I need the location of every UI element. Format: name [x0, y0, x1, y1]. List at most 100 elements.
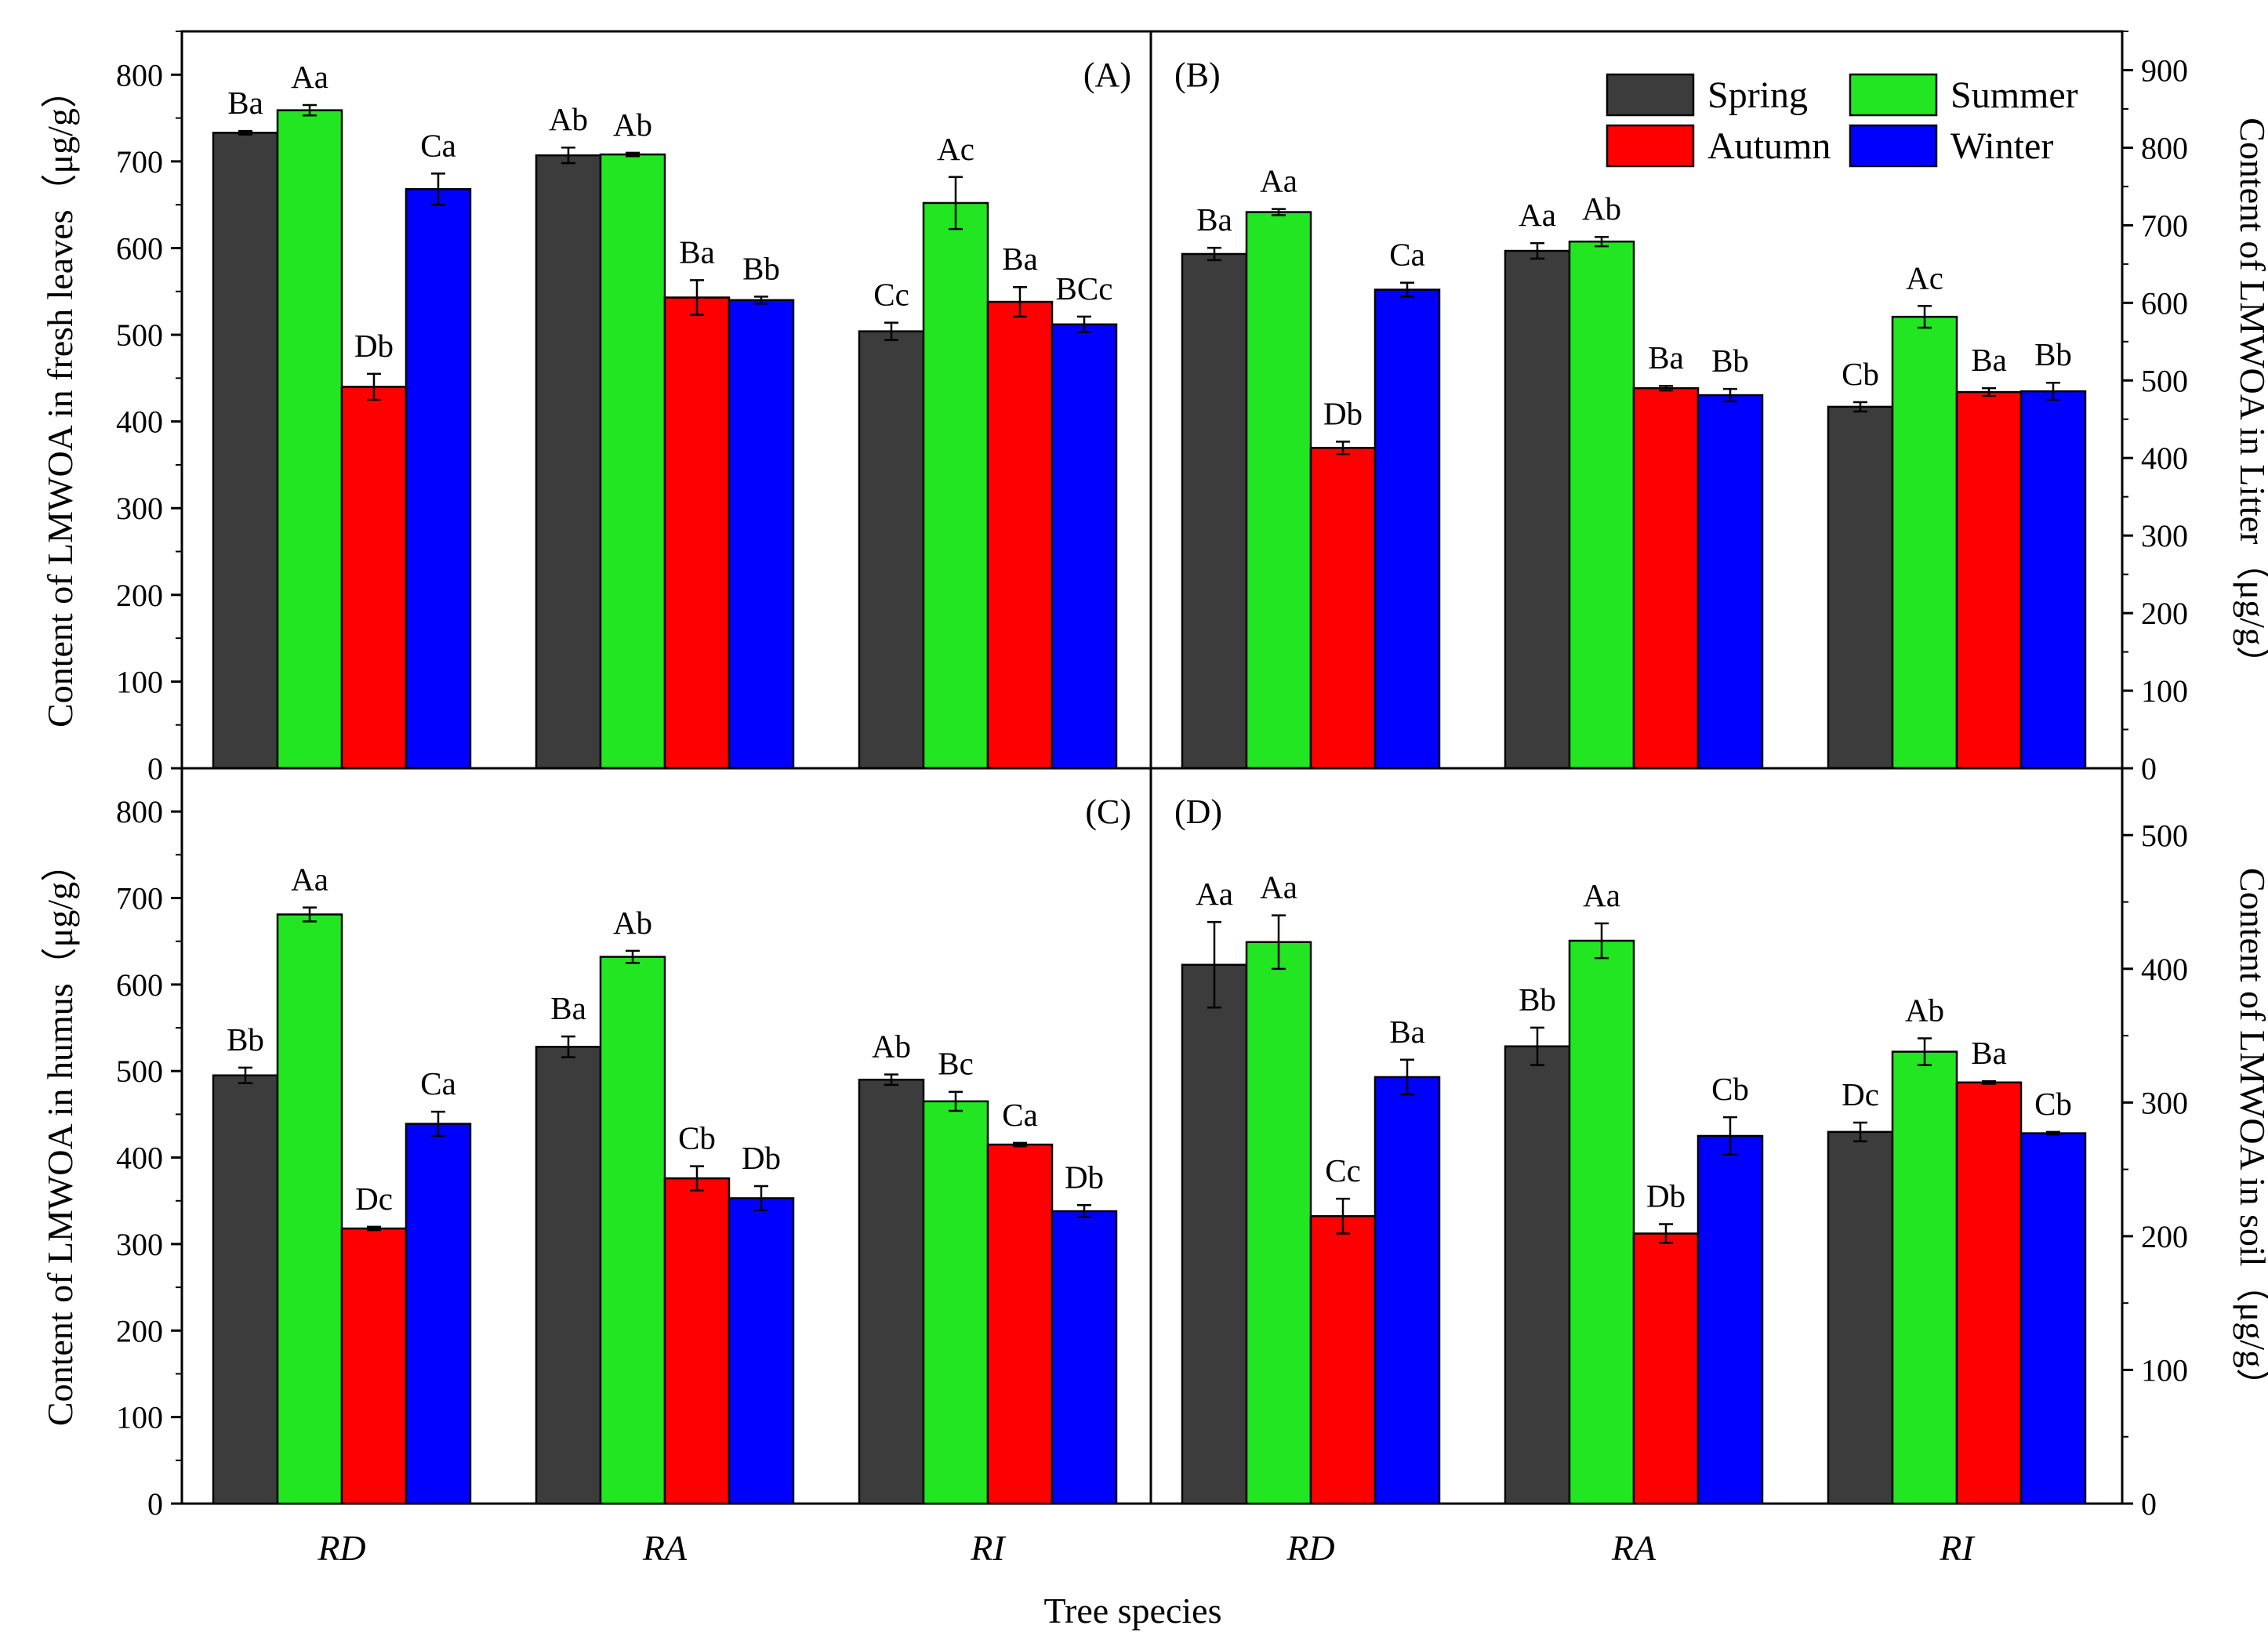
significance-label: Ab [613, 905, 652, 941]
legend-label-autumn: Autumn [1707, 125, 1831, 167]
bar-winter-ra [1696, 394, 1764, 770]
bar-summer-ri [922, 201, 989, 770]
legend-swatch-autumn [1606, 124, 1695, 168]
bar-summer-rd [276, 913, 343, 1505]
y-tick-label: 200 [2141, 1219, 2188, 1254]
significance-label: Ab [613, 107, 652, 143]
x-tick-label: RA [1611, 1528, 1657, 1568]
significance-label: Cc [1325, 1152, 1361, 1188]
bar-summer-rd [276, 109, 343, 770]
panel-b: 0 100 200 300 400 500 600 700 800 900 Content of L… [1149, 30, 2268, 786]
significance-label: Ab [1582, 190, 1621, 227]
bar-summer-ra [1568, 939, 1635, 1505]
bar-spring-ri [1827, 1130, 1894, 1505]
bar-winter-ra [728, 299, 795, 770]
x-tick-label: RA [642, 1528, 688, 1568]
significance-label: Aa [291, 59, 328, 95]
y-tick-label: 400 [116, 405, 163, 440]
legend-swatch-summer [1849, 73, 1938, 117]
y-tick-label: 100 [116, 664, 163, 699]
y-tick-label: 200 [2141, 596, 2188, 631]
bar-summer-ri [922, 1100, 989, 1505]
bar-summer-ri [1891, 1050, 1958, 1505]
y-tick-label: 800 [116, 794, 163, 829]
significance-label: Ac [1906, 259, 1943, 296]
x-tick-label: RD [1286, 1528, 1334, 1568]
significance-label: Ca [1389, 237, 1425, 273]
significance-label: Aa [1519, 197, 1556, 233]
bar-winter-rd [405, 1123, 472, 1505]
bar-summer-rd [1245, 941, 1312, 1505]
significance-label: Cb [2034, 1086, 2072, 1122]
x-tick-label: RD [317, 1528, 365, 1568]
significance-label: Ba [1971, 342, 2007, 378]
bar-winter-rd [405, 188, 472, 770]
panel-label: (D) [1174, 793, 1222, 831]
significance-label: Ba [1389, 1014, 1425, 1050]
significance-label: Ab [549, 101, 588, 137]
bar-autumn-ra [1632, 1232, 1700, 1505]
bar-winter-ra [1696, 1134, 1764, 1505]
x-tick-label: RI [970, 1528, 1007, 1568]
bar-summer-ra [599, 956, 666, 1505]
legend-swatch-winter [1849, 124, 1938, 168]
significance-label: Ca [420, 1065, 456, 1101]
y-tick-label: 800 [116, 57, 163, 93]
bar-summer-ri [1891, 315, 1958, 770]
y-tick-label: 500 [2141, 818, 2188, 853]
significance-label: Bb [2034, 336, 2072, 372]
significance-label: Cb [678, 1120, 716, 1156]
bar-autumn-ri [986, 300, 1054, 770]
y-tick-label: 0 [2141, 751, 2157, 786]
bar-spring-ri [858, 330, 925, 770]
significance-label: Db [1323, 395, 1363, 431]
y-tick-label: 300 [116, 491, 163, 526]
bar-autumn-rd [1309, 1215, 1377, 1505]
legend-label-summer: Summer [1950, 74, 2078, 116]
significance-label: Aa [1260, 163, 1297, 199]
bar-spring-ra [1504, 1045, 1571, 1505]
bar-winter-rd [1374, 288, 1441, 770]
y-tick-label: 100 [2141, 673, 2188, 709]
y-tick-label: 900 [2141, 53, 2188, 88]
significance-label: Bb [742, 250, 780, 286]
y-tick-label: 0 [2141, 1486, 2157, 1522]
bar-spring-ri [1827, 405, 1894, 770]
significance-label: Bc [938, 1046, 974, 1082]
y-tick-label: 400 [116, 1141, 163, 1176]
bar-summer-ra [1568, 240, 1635, 770]
significance-label: Ab [872, 1029, 911, 1065]
panel-label: (A) [1083, 56, 1131, 94]
significance-label: Ca [1002, 1097, 1038, 1133]
bar-autumn-ra [663, 296, 731, 770]
bar-winter-ri [2019, 390, 2087, 770]
bar-winter-rd [1374, 1076, 1441, 1505]
y-tick-label: 700 [116, 144, 163, 180]
significance-label: Cc [873, 277, 909, 313]
bar-autumn-rd [340, 1227, 408, 1505]
y-tick-label: 500 [2141, 363, 2188, 398]
y-tick-label: 500 [116, 1054, 163, 1089]
significance-label: Db [354, 328, 394, 364]
bar-autumn-ri [1955, 390, 2023, 770]
bar-autumn-ri [986, 1143, 1054, 1505]
significance-label: BCc [1056, 270, 1113, 307]
bar-summer-ra [599, 153, 666, 770]
bar-spring-rd [1181, 252, 1248, 770]
y-tick-label: 200 [116, 1313, 163, 1348]
significance-label: Dc [355, 1181, 393, 1217]
panel-d: 0 100 200 300 400 500 Content of LMWOA in soil… [1149, 767, 2268, 1568]
legend-swatch-spring [1606, 73, 1695, 117]
panel-label: (C) [1085, 793, 1131, 831]
panel-a: 0 100 200 300 400 500 600 700 800 Content of LMWO… [40, 30, 1152, 786]
significance-label: Db [742, 1140, 781, 1176]
y-axis-title: Content of LMWOA in Litter（μg/g） [2233, 118, 2268, 682]
x-axis-title: Tree species [1044, 1591, 1222, 1631]
significance-label: Aa [1196, 876, 1233, 912]
significance-label: Cb [1842, 356, 1879, 392]
legend-label-winter: Winter [1950, 125, 2053, 167]
significance-label: Ba [550, 990, 586, 1026]
y-tick-label: 700 [2141, 208, 2188, 243]
bar-winter-ri [1051, 323, 1118, 770]
significance-label: Aa [1260, 869, 1297, 905]
